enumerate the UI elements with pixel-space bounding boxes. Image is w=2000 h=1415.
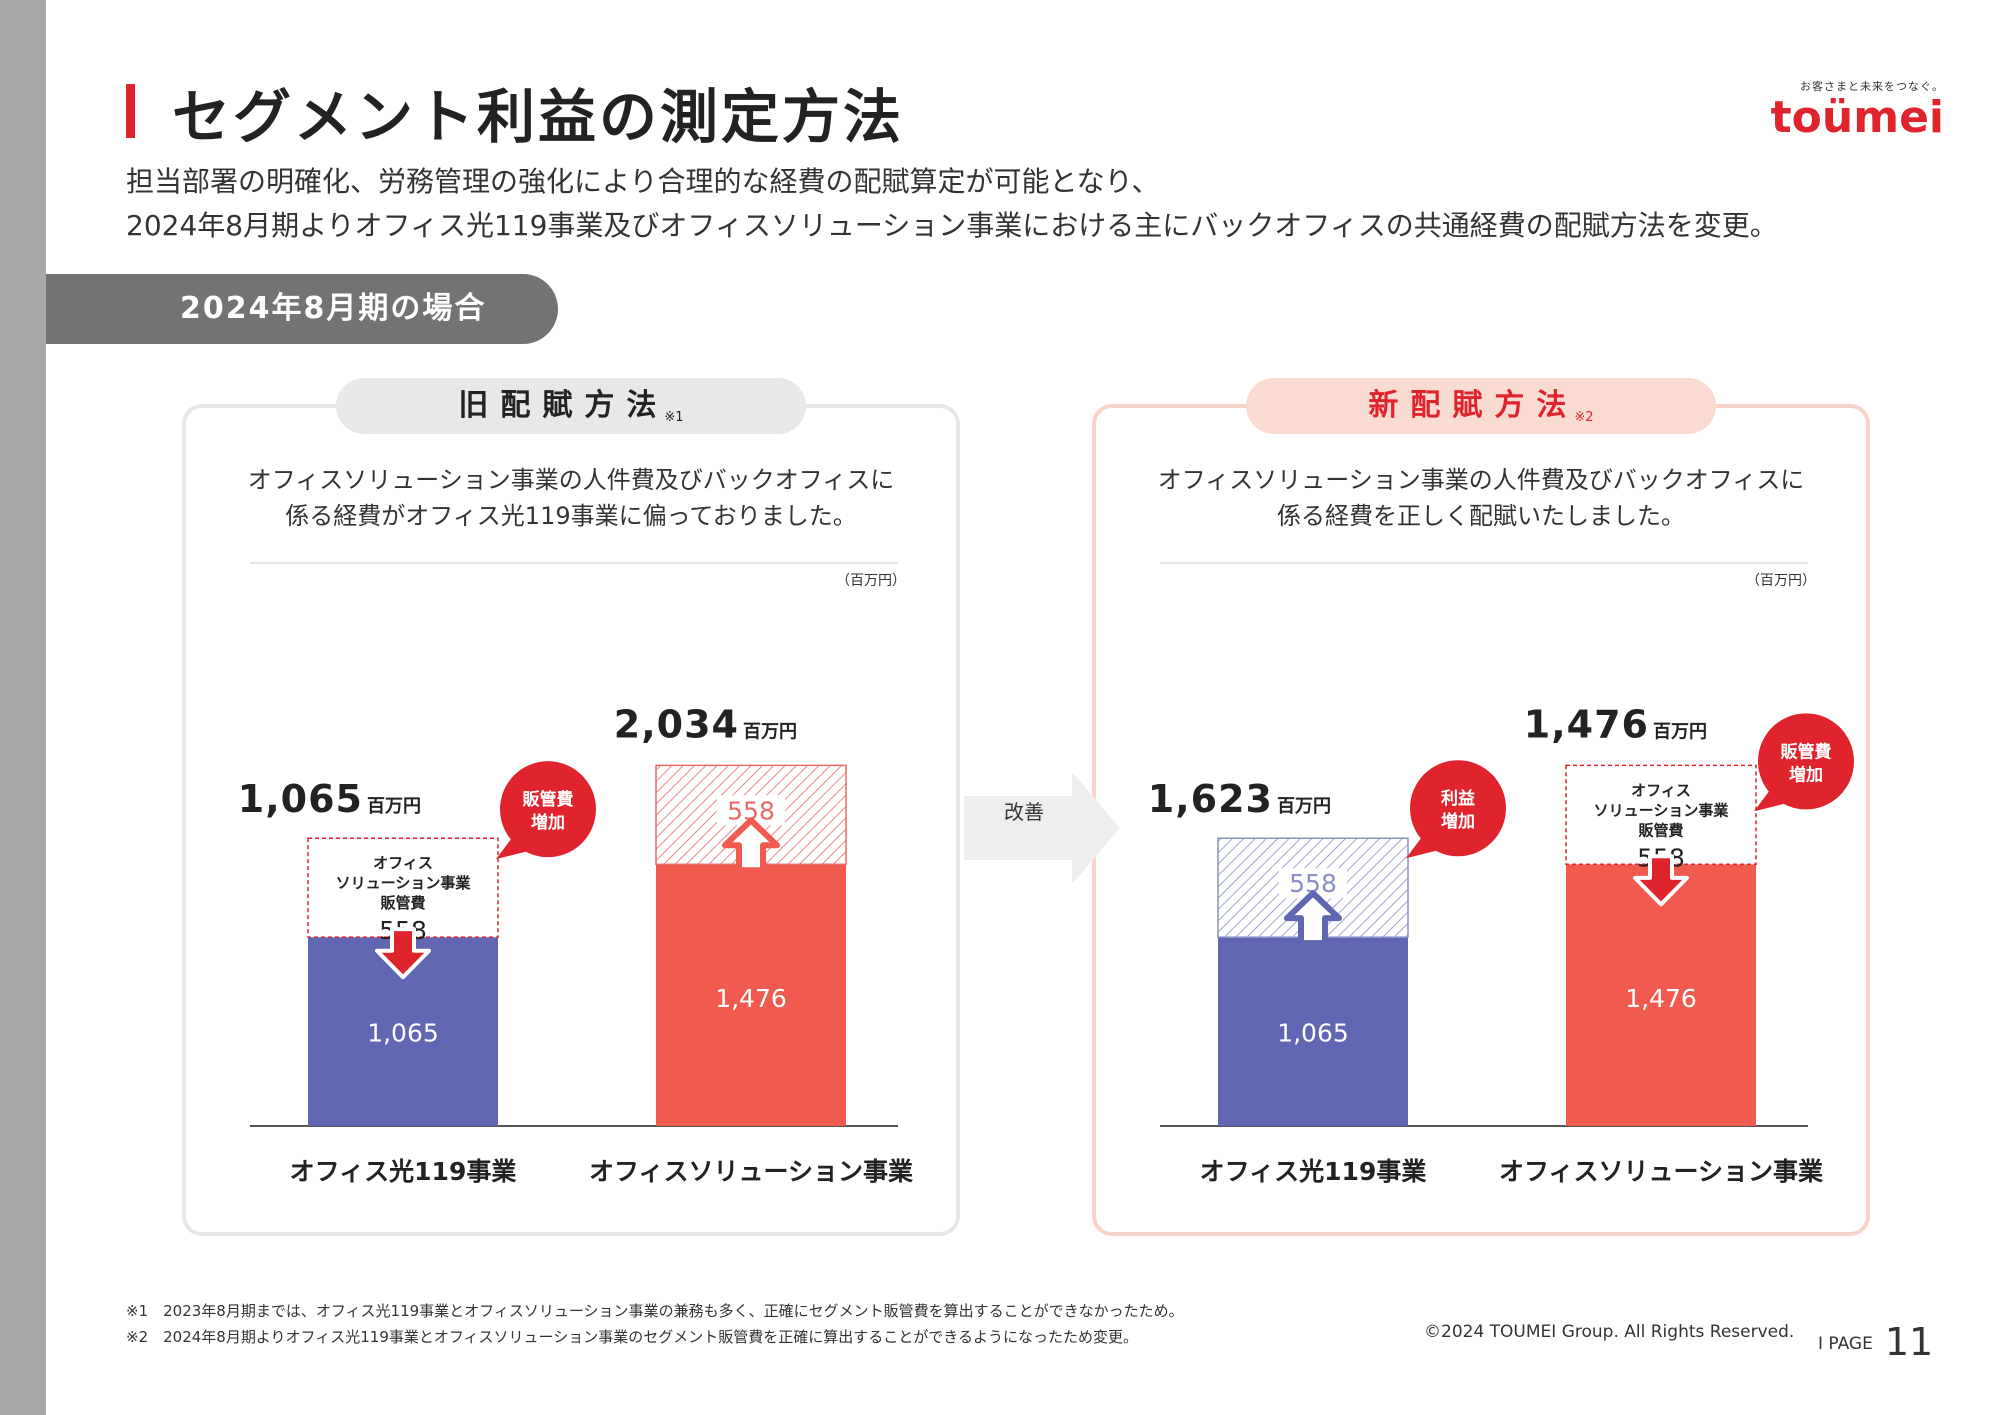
new-total-office-hikari-unit: 百万円	[1277, 796, 1331, 817]
subtitle: 担当部署の明確化、労務管理の強化により合理的な経費の配賦算定が可能となり、 20…	[126, 160, 1778, 248]
new-total-office-solution-value: 1,476	[1524, 702, 1649, 746]
old-total-office-hikari-value: 1,065	[238, 777, 363, 821]
old-category-label-2: オフィスソリューション事業	[589, 1157, 913, 1186]
page-title: セグメント利益の測定方法	[172, 83, 905, 151]
new-dashed-box-box	[1565, 764, 1757, 866]
old-down-arrow-icon	[375, 927, 431, 980]
new-badge-profit-increase-line-2: 増加	[1441, 811, 1475, 832]
new-bar-office-solution-label: 1,476	[1625, 984, 1697, 1013]
new-category-label-2: オフィスソリューション事業	[1499, 1157, 1823, 1186]
new-badge-sga-increase-line-1: 販管費	[1781, 741, 1832, 762]
old-badge-sga-increase-line-2: 増加	[531, 812, 565, 833]
new-desc-line-2: 係る経費を正しく配賦いたしました。	[1277, 502, 1685, 530]
old-method-note-mark: ※1	[664, 410, 684, 425]
old-total-office-solution-unit: 百万円	[743, 721, 797, 742]
old-method-title-text: 旧配賦方法	[458, 388, 669, 423]
old-total-office-hikari-unit: 百万円	[367, 796, 421, 817]
new-method-description: オフィスソリューション事業の人件費及びバックオフィスに 係る経費を正しく配賦いた…	[1092, 462, 1870, 534]
old-unit-label: （百万円）	[836, 573, 906, 589]
new-down-arrow-icon	[1633, 854, 1689, 907]
footnote-1: ※1 2023年8月期までは、オフィス光119事業とオフィスソリューション事業の…	[126, 1302, 1184, 1320]
brand-logo: お客さまと未来をつなぐ。 toümei	[1771, 78, 1944, 140]
new-badge-sga-increase-circle	[1758, 713, 1854, 810]
old-category-label-1: オフィス光119事業	[290, 1157, 517, 1186]
new-badge-profit-increase-circle	[1410, 760, 1506, 857]
old-desc-line-2: 係る経費がオフィス光119事業に偏っておりました。	[285, 502, 857, 530]
new-method-note-mark: ※2	[1574, 410, 1594, 425]
old-bar-office-hikari-label: 1,065	[367, 1019, 439, 1048]
old-bar-office-solution-base	[656, 864, 846, 1126]
new-total-office-hikari-value: 1,623	[1148, 777, 1273, 821]
old-bar-office-solution-label: 1,476	[715, 984, 787, 1013]
new-badge-sga-increase-line-2: 増加	[1789, 764, 1823, 785]
title-accent-bar	[126, 84, 135, 138]
new-desc-line-1: オフィスソリューション事業の人件費及びバックオフィスに	[1157, 466, 1805, 494]
page-number: 11	[1884, 1320, 1934, 1364]
section-label: 2024年8月期の場合	[46, 274, 558, 344]
page-indicator: I PAGE 11	[1818, 1320, 1933, 1364]
old-badge-sga-increase-circle	[500, 761, 596, 858]
old-up-arrow-icon	[722, 817, 780, 874]
new-badge-profit-increase-tail	[1406, 834, 1446, 859]
new-dashed-box-line-2: ソリューション事業	[1594, 801, 1730, 819]
new-method-title: 新配賦方法※2	[1246, 378, 1716, 434]
left-sidebar-strip	[0, 0, 46, 1415]
new-bar-office-hikari-label: 1,065	[1277, 1019, 1349, 1048]
old-badge-sga-increase-tail	[496, 835, 536, 860]
new-method-title-text: 新配賦方法	[1368, 388, 1579, 423]
page-label: I PAGE	[1818, 1334, 1873, 1354]
improvement-arrow-icon	[964, 772, 1120, 884]
new-unit-label: （百万円）	[1746, 573, 1816, 589]
new-total-office-solution-unit: 百万円	[1653, 721, 1707, 742]
logo-tagline: お客さまと未来をつなぐ。	[1800, 80, 1944, 93]
old-badge-sga-increase-line-1: 販管費	[523, 789, 574, 810]
old-divider	[250, 562, 898, 564]
improvement-label: 改善	[1004, 800, 1044, 824]
subtitle-line-2: 2024年8月期よりオフィス光119事業及びオフィスソリューション事業における主…	[126, 209, 1778, 242]
old-desc-line-1: オフィスソリューション事業の人件費及びバックオフィスに	[247, 466, 895, 494]
footnotes: ※1 2023年8月期までは、オフィス光119事業とオフィスソリューション事業の…	[126, 1298, 1184, 1350]
new-badge-sga-increase-tail	[1754, 787, 1794, 812]
footnote-2: ※2 2024年8月期よりオフィス光119事業とオフィスソリューション事業のセグ…	[126, 1328, 1138, 1346]
copyright: ©2024 TOUMEI Group. All Rights Reserved.	[1424, 1322, 1795, 1342]
old-dashed-box-box	[307, 837, 499, 938]
new-bar-office-solution-base	[1566, 864, 1756, 1126]
old-dashed-box-line-1: オフィス	[373, 854, 433, 872]
old-total-office-solution-value: 2,034	[614, 702, 739, 746]
new-dashed-box-line-3: 販管費	[1638, 821, 1683, 839]
new-category-label-1: オフィス光119事業	[1200, 1157, 1427, 1186]
subtitle-line-1: 担当部署の明確化、労務管理の強化により合理的な経費の配賦算定が可能となり、	[126, 165, 1160, 198]
logo-wordmark: toümei	[1770, 92, 1944, 143]
old-method-description: オフィスソリューション事業の人件費及びバックオフィスに 係る経費がオフィス光11…	[182, 462, 960, 534]
old-method-title: 旧配賦方法※1	[336, 378, 806, 434]
old-dashed-box-line-3: 販管費	[380, 894, 425, 912]
new-divider	[1160, 562, 1808, 564]
old-dashed-box-line-2: ソリューション事業	[336, 874, 472, 892]
new-badge-profit-increase-line-1: 利益	[1441, 788, 1475, 809]
new-bar-office-hikari-base	[1218, 937, 1408, 1126]
new-dashed-box-line-1: オフィス	[1631, 781, 1691, 799]
new-up-arrow-icon	[1284, 890, 1342, 947]
